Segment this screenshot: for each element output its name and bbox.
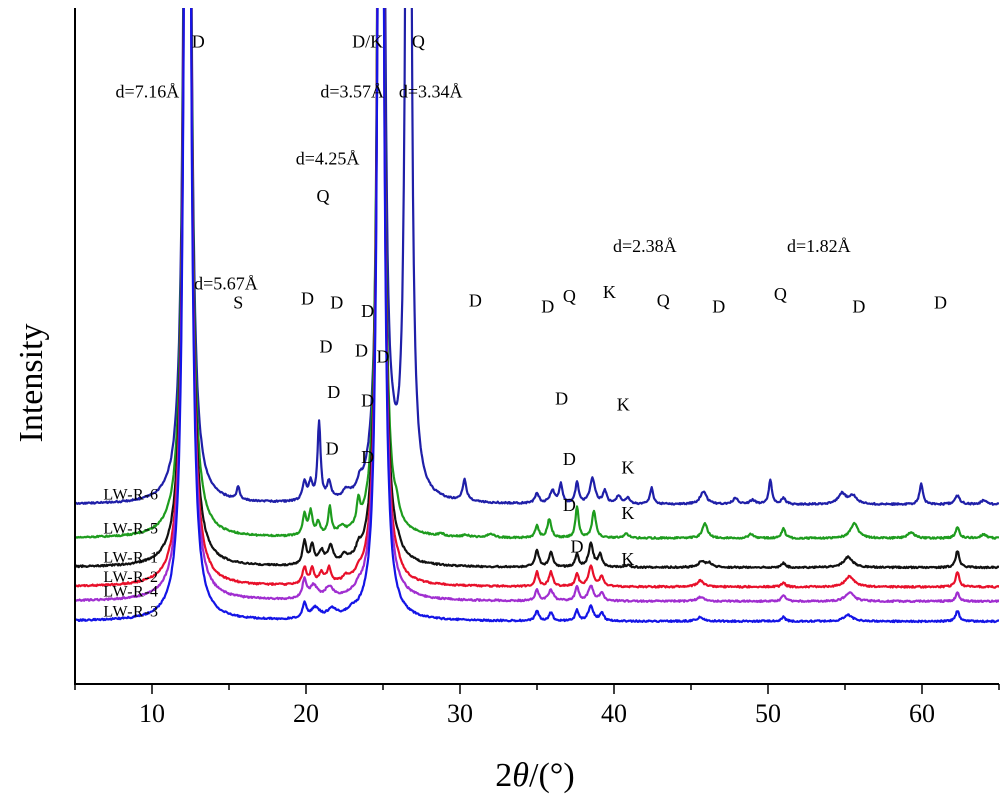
peak-annotation: K xyxy=(603,282,616,302)
peak-annotation: d=3.34Å xyxy=(399,82,463,102)
trace-lw-r-3 xyxy=(75,8,999,624)
series-label-lw-r-3: LW-R-3 xyxy=(103,603,158,620)
trace-lw-r-4 xyxy=(75,8,999,604)
peak-annotation: D xyxy=(712,297,725,317)
peak-annotation: D xyxy=(320,336,333,356)
series-label-lw-r-6: LW-R-6 xyxy=(103,487,158,504)
x-tick-label: 30 xyxy=(447,699,473,728)
peak-annotation: D xyxy=(330,292,343,312)
peak-annotation: K xyxy=(617,395,630,415)
series-label-lw-r-2: LW-R-2 xyxy=(103,569,158,586)
peak-annotation: Q xyxy=(774,284,787,304)
peak-annotation: D xyxy=(326,438,339,458)
x-tick-label: 40 xyxy=(601,699,627,728)
trace-lw-r-2 xyxy=(75,8,999,589)
peak-annotation: d=3.57Å xyxy=(320,82,384,102)
peak-annotation: Q xyxy=(657,290,670,310)
peak-annotation: K xyxy=(621,503,634,523)
trace-lw-r-1 xyxy=(75,8,999,570)
peak-annotation: D xyxy=(563,495,576,515)
series-label-lw-r-1: LW-R-1 xyxy=(103,550,158,567)
series-label-lw-r-4: LW-R-4 xyxy=(103,583,158,600)
peak-annotation: D xyxy=(934,292,947,312)
x-axis-title: 2θ/(°) xyxy=(495,757,574,794)
peak-annotation: D xyxy=(555,388,568,408)
peak-annotation: D xyxy=(361,301,374,321)
peak-annotation: d=4.25Å xyxy=(296,148,360,168)
x-tick-label: 60 xyxy=(909,699,935,728)
peak-annotation: S xyxy=(233,292,243,312)
peak-annotation: d=2.38Å xyxy=(613,236,677,256)
peak-annotation: d=7.16Å xyxy=(116,82,180,102)
peak-annotation: D xyxy=(541,297,554,317)
peak-annotation: d=1.82Å xyxy=(787,236,851,256)
peak-annotation: D xyxy=(563,449,576,469)
x-tick-label: 10 xyxy=(139,699,165,728)
annotation-group: Dd=7.16Å D/K d=3.57Å Qd=3.34Å d=4.25Å Qd=5.67… xyxy=(116,32,947,569)
peak-annotation: Q xyxy=(316,186,329,206)
peak-annotation: K xyxy=(621,457,634,477)
peak-annotation: D xyxy=(469,290,482,310)
axes: 10 20 30 40 50 60 xyxy=(74,8,1000,728)
trace-lw-r-6 xyxy=(75,8,999,506)
x-tick-label: 20 xyxy=(293,699,319,728)
series-label-group: LW-R-6 LW-R-5 LW-R-1 LW-R-2LW-R-4 LW-R-3 xyxy=(103,487,158,621)
trace-lw-r-5 xyxy=(75,8,999,540)
peak-annotation: K xyxy=(621,549,634,569)
peak-annotation: D xyxy=(361,391,374,411)
peak-annotation: D xyxy=(327,382,340,402)
peak-annotation: D/K xyxy=(352,32,383,52)
peak-annotation: D xyxy=(571,537,584,557)
peak-annotation: D xyxy=(852,297,865,317)
peak-annotation: D xyxy=(192,32,205,52)
peak-annotation: Q xyxy=(412,32,425,52)
series-label-lw-r-5: LW-R-5 xyxy=(103,520,158,537)
trace-group xyxy=(75,8,999,624)
peak-annotation: Q xyxy=(563,286,576,306)
peak-annotation: D xyxy=(361,447,374,467)
peak-annotation: D xyxy=(301,288,314,308)
y-axis-title: Intensity xyxy=(13,324,50,443)
peak-annotation: d=5.67Å xyxy=(194,274,258,294)
peak-annotation: D xyxy=(377,347,390,367)
peak-annotation: D xyxy=(355,340,368,360)
x-tick-label: 50 xyxy=(755,699,781,728)
